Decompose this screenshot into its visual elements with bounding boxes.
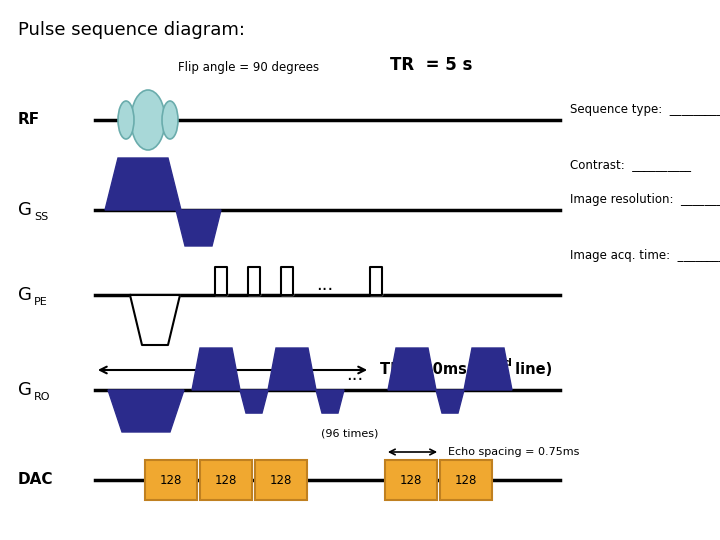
Text: 128: 128	[270, 474, 292, 487]
Text: ...: ...	[346, 366, 364, 384]
Text: TR  = 5 s: TR = 5 s	[390, 56, 472, 74]
Polygon shape	[281, 267, 293, 295]
FancyBboxPatch shape	[255, 460, 307, 500]
Ellipse shape	[162, 101, 178, 139]
Polygon shape	[436, 390, 464, 413]
Polygon shape	[176, 210, 221, 246]
Polygon shape	[192, 348, 240, 390]
Text: 128: 128	[215, 474, 237, 487]
Text: TE = 30ms (32: TE = 30ms (32	[380, 362, 499, 377]
Ellipse shape	[131, 90, 165, 150]
Polygon shape	[108, 390, 184, 432]
Polygon shape	[464, 348, 512, 390]
Polygon shape	[268, 348, 316, 390]
Text: Image acq. time:  __________: Image acq. time: __________	[570, 248, 720, 261]
Ellipse shape	[118, 101, 134, 139]
Text: G: G	[18, 381, 32, 399]
Text: Echo spacing = 0.75ms: Echo spacing = 0.75ms	[448, 447, 580, 457]
Text: PE: PE	[34, 297, 48, 307]
Text: 128: 128	[160, 474, 182, 487]
Polygon shape	[105, 158, 181, 210]
Polygon shape	[248, 267, 260, 295]
Text: RO: RO	[34, 392, 50, 402]
Text: DAC: DAC	[18, 472, 53, 488]
Text: ...: ...	[316, 276, 333, 294]
Text: G: G	[18, 201, 32, 219]
Polygon shape	[215, 267, 227, 295]
Text: SS: SS	[34, 212, 48, 222]
Polygon shape	[240, 390, 268, 413]
Text: Pulse sequence diagram:: Pulse sequence diagram:	[18, 21, 245, 39]
Polygon shape	[130, 295, 180, 345]
Text: G: G	[18, 286, 32, 304]
FancyBboxPatch shape	[145, 460, 197, 500]
FancyBboxPatch shape	[200, 460, 252, 500]
Text: nd: nd	[497, 358, 512, 368]
Text: RF: RF	[18, 112, 40, 127]
Text: 128: 128	[455, 474, 477, 487]
Text: (96 times): (96 times)	[321, 428, 379, 438]
Text: Contrast:  __________: Contrast: __________	[570, 159, 691, 172]
FancyBboxPatch shape	[385, 460, 437, 500]
Text: Sequence type:  __________: Sequence type: __________	[570, 104, 720, 117]
Text: line): line)	[510, 362, 552, 377]
Text: 128: 128	[400, 474, 422, 487]
Text: Flip angle = 90 degrees: Flip angle = 90 degrees	[178, 61, 319, 74]
Polygon shape	[370, 267, 382, 295]
Polygon shape	[316, 390, 344, 413]
Polygon shape	[388, 348, 436, 390]
FancyBboxPatch shape	[440, 460, 492, 500]
Text: Image resolution:  __________: Image resolution: __________	[570, 193, 720, 206]
